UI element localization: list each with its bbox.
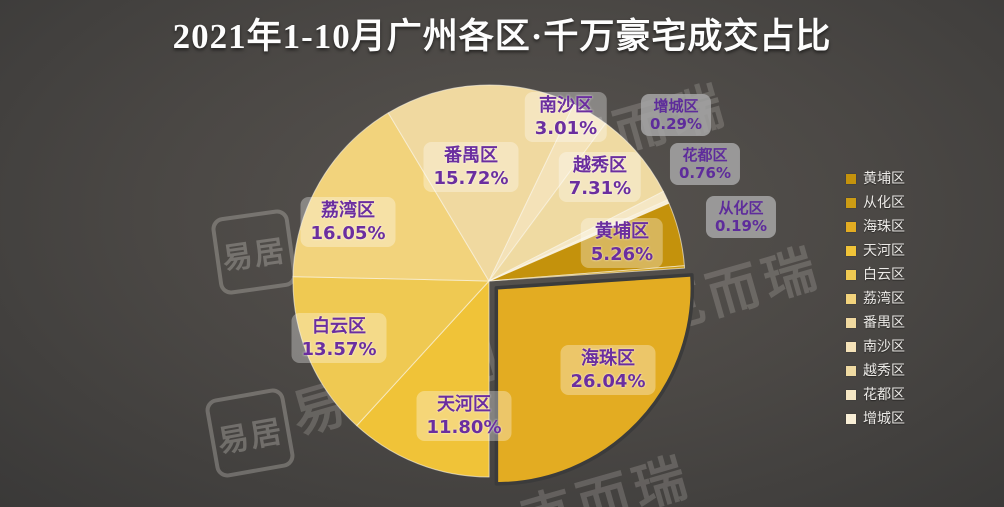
pie-data-label: 增城区 0.29% — [640, 94, 712, 136]
legend-label: 荔湾区 — [863, 291, 905, 307]
label-category: 黄埔区 — [594, 221, 649, 242]
pie-data-label: 南沙区 3.01% — [524, 92, 608, 142]
legend-swatch-icon — [846, 198, 856, 208]
legend-swatch-icon — [846, 390, 856, 400]
legend-swatch-icon — [846, 342, 856, 352]
pie-slice-4 — [356, 280, 490, 478]
legend-item: 荔湾区 — [846, 292, 905, 306]
pie-slice-5 — [292, 276, 490, 427]
legend-item: 白云区 — [846, 268, 905, 282]
legend-label: 花都区 — [863, 387, 905, 403]
legend-label: 越秀区 — [863, 363, 905, 379]
pie-data-label: 花都区 0.76% — [669, 143, 741, 185]
legend-item: 黄埔区 — [846, 172, 905, 186]
chart-title: 2021年1-10月广州各区·千万豪宅成交占比 — [172, 17, 832, 56]
label-percentage: 16.05% — [310, 223, 386, 244]
legend-label: 白云区 — [863, 267, 905, 283]
legend-swatch-icon — [846, 318, 856, 328]
legend-label: 番禺区 — [863, 315, 905, 331]
legend-label: 天河区 — [863, 243, 905, 259]
legend-item: 番禺区 — [846, 316, 905, 330]
label-category: 从化区 — [718, 199, 764, 217]
label-category: 天河区 — [436, 394, 491, 415]
pie-data-label: 从化区 0.19% — [705, 196, 777, 238]
pie-slice-2 — [488, 265, 686, 282]
label-category: 海珠区 — [580, 348, 635, 369]
legend-swatch-icon — [846, 294, 856, 304]
legend-item: 从化区 — [846, 196, 905, 210]
label-percentage: 15.72% — [433, 168, 509, 189]
legend-swatch-icon — [846, 174, 856, 184]
label-category: 越秀区 — [572, 155, 627, 176]
pie-slice-7 — [387, 84, 575, 282]
label-category: 南沙区 — [538, 95, 593, 116]
legend-swatch-icon — [846, 366, 856, 376]
chart-legend: 黄埔区从化区海珠区天河区白云区荔湾区番禺区南沙区越秀区花都区增城区 — [846, 172, 905, 426]
label-percentage: 5.26% — [590, 244, 654, 265]
legend-swatch-icon — [846, 222, 856, 232]
pie-data-label: 越秀区 7.31% — [558, 152, 642, 202]
legend-label: 从化区 — [863, 195, 905, 211]
label-percentage: 0.19% — [714, 217, 768, 235]
pie-data-label: 白云区 13.57% — [291, 313, 387, 363]
pie-slice-11 — [488, 199, 670, 282]
legend-item: 越秀区 — [846, 364, 905, 378]
label-category: 花都区 — [682, 146, 728, 164]
legend-label: 增城区 — [863, 411, 905, 427]
label-category: 白云区 — [311, 316, 366, 337]
legend-item: 南沙区 — [846, 340, 905, 354]
label-category: 荔湾区 — [320, 200, 375, 221]
legend-item: 增城区 — [846, 412, 905, 426]
legend-swatch-icon — [846, 270, 856, 280]
pie-slice-6 — [292, 112, 490, 282]
label-percentage: 0.29% — [649, 115, 703, 133]
label-percentage: 13.57% — [301, 339, 377, 360]
legend-item: 海珠区 — [846, 220, 905, 234]
label-percentage: 26.04% — [570, 371, 646, 392]
pie-data-label: 番禺区 15.72% — [423, 142, 519, 192]
legend-swatch-icon — [846, 414, 856, 424]
label-category: 增城区 — [653, 97, 699, 115]
label-category: 番禺区 — [443, 145, 498, 166]
legend-label: 海珠区 — [863, 219, 905, 235]
legend-label: 南沙区 — [863, 339, 905, 355]
pie-data-label: 天河区 11.80% — [416, 391, 512, 441]
legend-label: 黄埔区 — [863, 171, 905, 187]
label-percentage: 7.31% — [568, 178, 632, 199]
pie-data-label: 荔湾区 16.05% — [300, 197, 396, 247]
legend-swatch-icon — [846, 246, 856, 256]
label-percentage: 11.80% — [426, 417, 502, 438]
legend-item: 天河区 — [846, 244, 905, 258]
pie-slice-3 — [494, 273, 695, 486]
legend-item: 花都区 — [846, 388, 905, 402]
label-percentage: 0.76% — [678, 164, 732, 182]
pie-data-label: 海珠区 26.04% — [560, 345, 656, 395]
pie-data-label: 黄埔区 5.26% — [580, 218, 664, 268]
label-percentage: 3.01% — [534, 118, 598, 139]
